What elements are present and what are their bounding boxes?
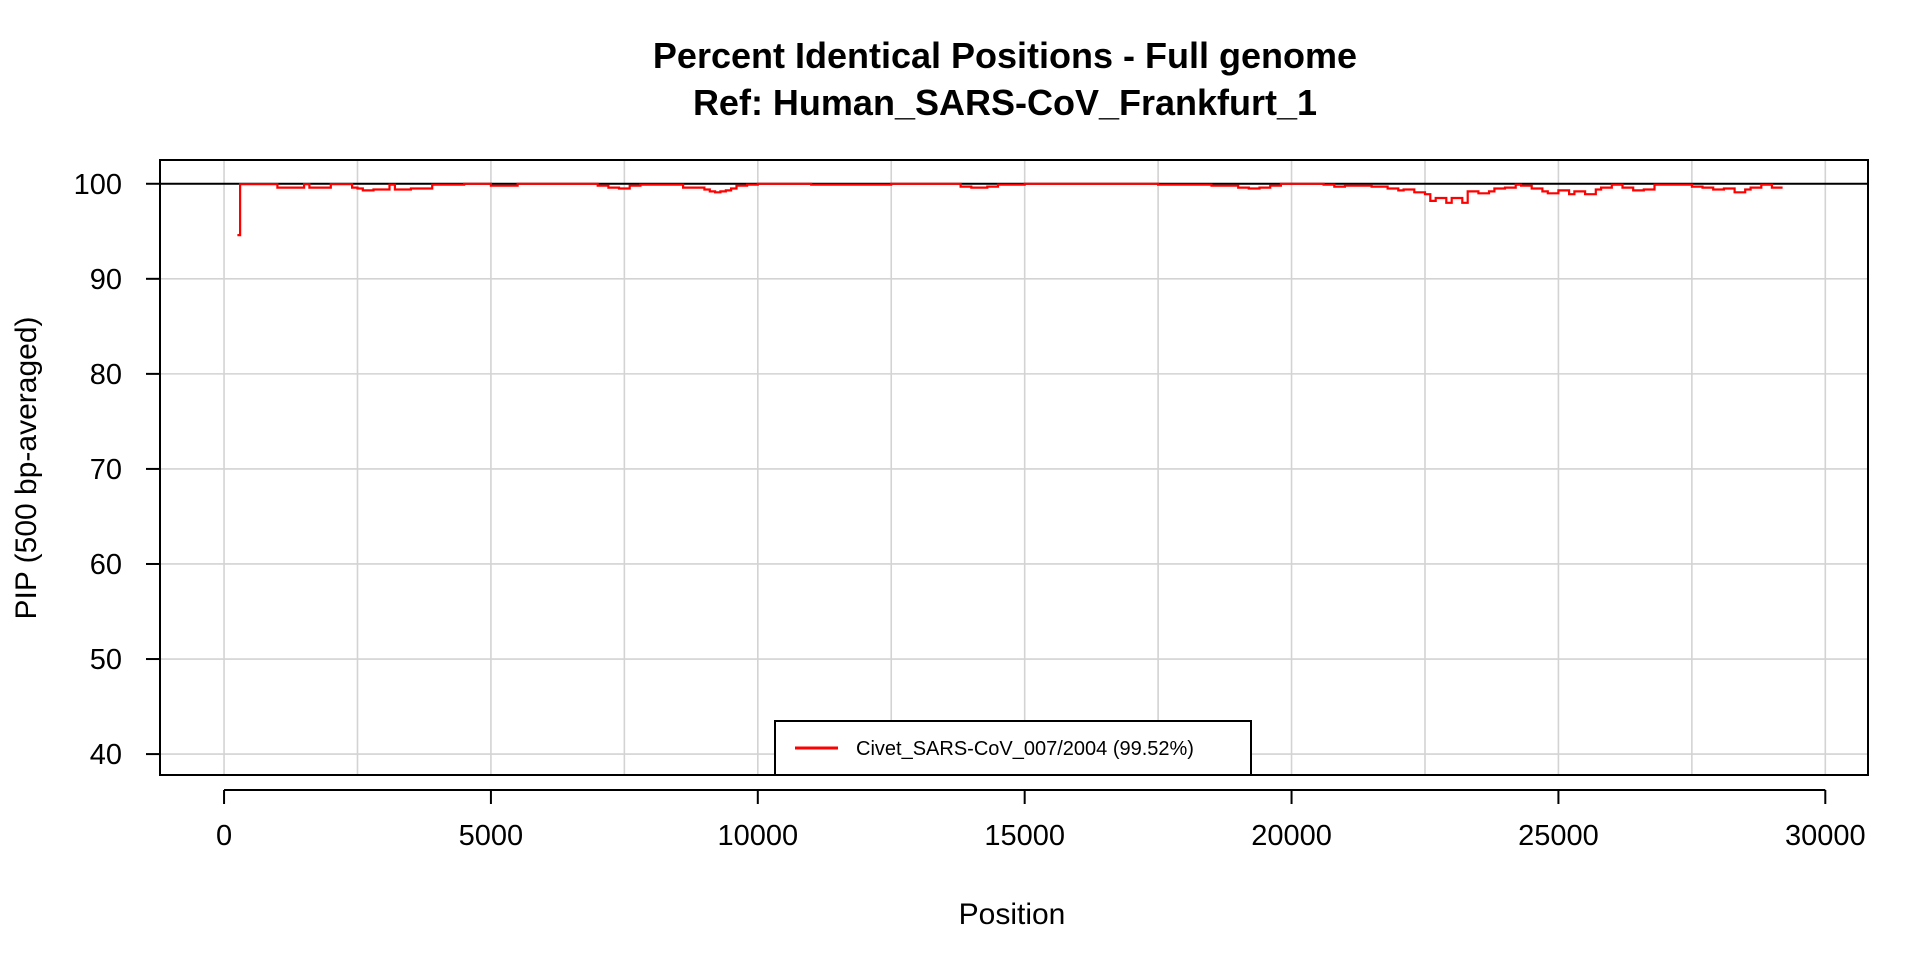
y-tick-label-70: 70 (90, 454, 122, 486)
plot-frame (159, 159, 1869, 776)
x-tick-label-15000: 15000 (984, 820, 1065, 852)
y-tick-label-60: 60 (90, 549, 122, 581)
x-tick-label-30000: 30000 (1785, 820, 1866, 852)
y-tick-label-90: 90 (90, 264, 122, 296)
y-axis: 40 50 60 70 80 90 100 (74, 169, 160, 771)
legend-label-civet: Civet_SARS-CoV_007/2004 (99.52%) (856, 738, 1194, 760)
y-axis-label: PIP (500 bp-averaged) (10, 317, 43, 620)
x-axis: 0 5000 10000 15000 20000 25000 30000 (216, 789, 1866, 852)
y-tick-label-100: 100 (74, 169, 122, 201)
x-tick-label-20000: 20000 (1251, 820, 1332, 852)
x-axis-label: Position (959, 898, 1066, 931)
x-tick-label-0: 0 (216, 820, 232, 852)
y-tick-label-40: 40 (90, 739, 122, 771)
legend-box (774, 720, 1252, 776)
chart-subtitle: Ref: Human_SARS-CoV_Frankfurt_1 (693, 82, 1317, 123)
y-tick-label-80: 80 (90, 359, 122, 391)
legend: Civet_SARS-CoV_007/2004 (99.52%) (774, 720, 1252, 776)
y-tick-label-50: 50 (90, 644, 122, 676)
x-tick-label-10000: 10000 (717, 820, 798, 852)
chart-title: Percent Identical Positions - Full genom… (653, 35, 1357, 76)
x-tick-label-25000: 25000 (1518, 820, 1599, 852)
grid-lines (160, 160, 1868, 775)
series-line-civet (237, 182, 1783, 237)
x-tick-label-5000: 5000 (459, 820, 524, 852)
